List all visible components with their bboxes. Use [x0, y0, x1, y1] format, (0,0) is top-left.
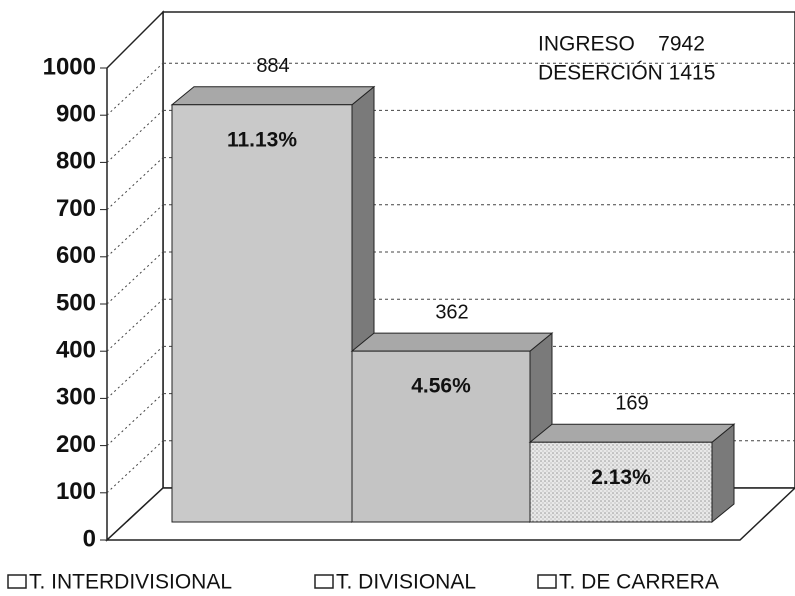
- bar: [171, 104, 353, 523]
- value-label: 362: [435, 301, 468, 323]
- bar-top: [350, 332, 554, 352]
- y-tick-label: 400: [56, 337, 96, 364]
- bar: [351, 350, 531, 523]
- bar-top: [528, 423, 736, 443]
- legend-swatch: [7, 574, 27, 589]
- legend-label: T. INTERDIVISIONAL: [29, 571, 232, 594]
- value-label: 169: [615, 393, 648, 415]
- legend-swatch: [537, 574, 557, 589]
- bar-top: [170, 86, 376, 106]
- legend-label: T. DIVISIONAL: [336, 571, 476, 594]
- y-tick-label: 800: [56, 148, 96, 175]
- y-tick-label: 900: [56, 101, 96, 128]
- annotation: INGRESO 7942: [538, 33, 705, 56]
- y-tick-label: 1000: [43, 53, 96, 80]
- percent-label: 11.13%: [227, 128, 297, 151]
- y-tick-label: 300: [56, 384, 96, 411]
- y-tick-label: 500: [56, 289, 96, 316]
- y-tick-label: 200: [56, 431, 96, 458]
- side-wall: [106, 10, 164, 542]
- y-tick-label: 0: [83, 525, 96, 552]
- legend-label: T. DE CARRERA: [559, 571, 719, 594]
- legend-swatch: [314, 574, 334, 589]
- percent-label: 2.13%: [591, 466, 651, 489]
- y-tick-label: 600: [56, 242, 96, 269]
- percent-label: 4.56%: [411, 375, 471, 398]
- y-tick-label: 700: [56, 195, 96, 222]
- bar: [529, 441, 713, 523]
- annotation: DESERCIÓN 1415: [538, 62, 715, 85]
- value-label: 884: [256, 55, 289, 77]
- y-tick-label: 100: [56, 478, 96, 505]
